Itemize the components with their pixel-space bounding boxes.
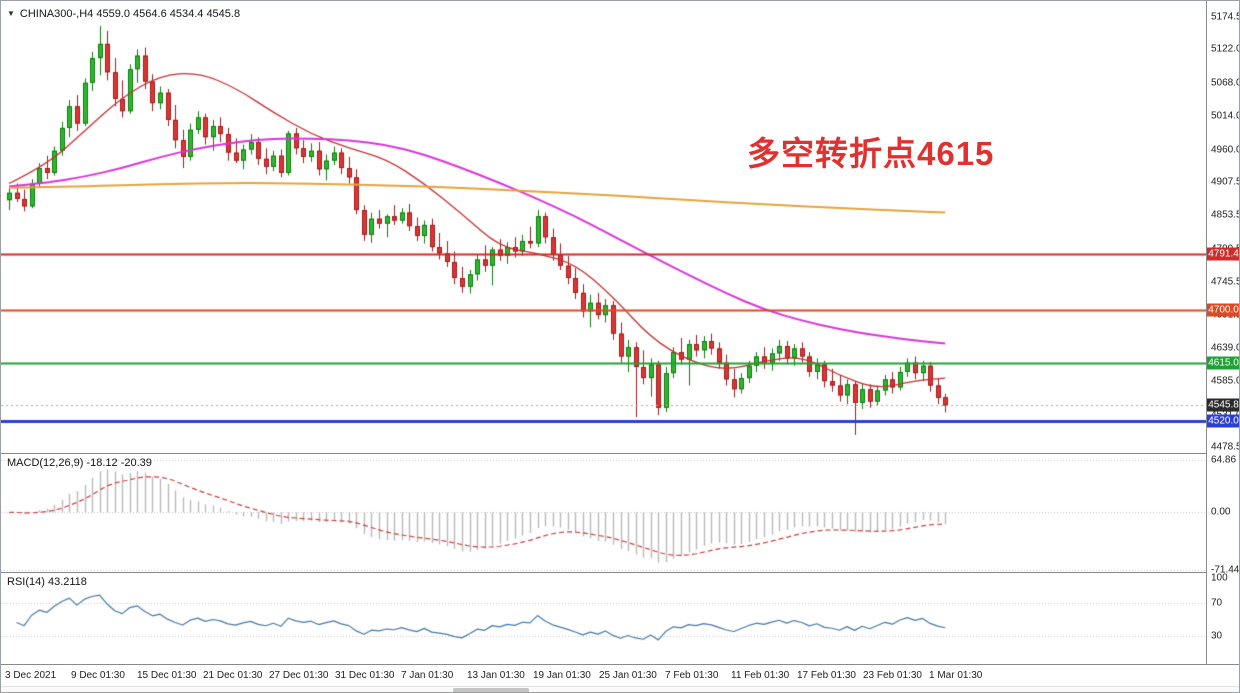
- price-tick-label: 5122.0: [1211, 43, 1240, 55]
- time-axis-label: 21 Dec 01:30: [203, 670, 263, 681]
- time-axis-label: 19 Jan 01:30: [533, 670, 591, 681]
- chart-annotation: 多空转折点4615: [747, 135, 995, 172]
- time-axis-label: 11 Feb 01:30: [731, 670, 790, 681]
- price-tick-label: 5174.5: [1211, 11, 1240, 23]
- price-tick-label: 4531.0: [1211, 409, 1239, 420]
- symbol-ohlc-text: CHINA300-,H4 4559.0 4564.6 4534.4 4545.8: [19, 8, 241, 20]
- price-level-label: 4615.0: [1207, 356, 1239, 370]
- macd-axis-label: 0.00: [1211, 506, 1231, 518]
- time-axis-label: 23 Feb 01:30: [863, 670, 922, 681]
- time-axis-label: 7 Jan 01:30: [401, 670, 454, 681]
- rsi-indicator-title: RSI(14) 43.2118: [7, 576, 87, 588]
- price-tick-label: 4745.5: [1211, 276, 1240, 288]
- time-axis-label: 25 Jan 01:30: [599, 670, 657, 681]
- price-tick-label: 4585.0: [1211, 375, 1240, 387]
- time-axis-label: 7 Feb 01:30: [665, 670, 719, 681]
- time-axis-label: 3 Dec 2021: [5, 670, 57, 681]
- horizontal-scrollbar[interactable]: [1, 686, 1239, 692]
- rsi-panel-resize-handle[interactable]: [1, 572, 1206, 573]
- scrollbar-thumb[interactable]: [453, 688, 529, 692]
- rsi-axis-label: 70: [1211, 597, 1223, 609]
- time-axis-label: 31 Dec 01:30: [335, 670, 395, 681]
- time-axis-label: 17 Feb 01:30: [797, 670, 856, 681]
- macd-axis-label: 64.86: [1211, 454, 1237, 466]
- price-level-label: 4545.8: [1207, 398, 1239, 412]
- time-axis-label: 15 Dec 01:30: [137, 670, 197, 681]
- price-tick-label: 4853.5: [1211, 209, 1240, 221]
- macd-indicator-title: MACD(12,26,9) -18.12 -20.39: [7, 457, 152, 469]
- price-tick-label: 5068.0: [1211, 77, 1240, 89]
- price-level-label: 4520.0: [1207, 414, 1239, 428]
- price-tick-label: 5014.0: [1211, 110, 1240, 122]
- price-tick-label: 4639.0: [1211, 342, 1240, 354]
- price-level-label: 4700.0: [1207, 303, 1239, 317]
- time-axis[interactable]: 3 Dec 2021 9 Dec 01:30 15 Dec 01:30 21 Dec …: [1, 664, 1239, 686]
- chart-canvas[interactable]: [1, 1, 1206, 664]
- rsi-axis-label: 100: [1211, 572, 1228, 584]
- price-tick-label: 4478.5: [1211, 441, 1240, 453]
- macd-panel-resize-handle[interactable]: [1, 453, 1206, 454]
- time-axis-label: 13 Jan 01:30: [467, 670, 525, 681]
- symbol-info: ▼ CHINA300-,H4 4559.0 4564.6 4534.4 4545…: [7, 8, 240, 20]
- price-level-label: 4791.4: [1207, 247, 1239, 261]
- time-axis-label: 27 Dec 01:30: [269, 670, 329, 681]
- rsi-axis-label: 30: [1211, 630, 1223, 642]
- price-tick-label: 4960.0: [1211, 144, 1240, 156]
- time-axis-label: 9 Dec 01:30: [71, 670, 125, 681]
- collapse-arrow-icon[interactable]: ▼: [7, 9, 15, 18]
- price-tick-label: 4907.5: [1211, 176, 1240, 188]
- price-axis[interactable]: 5174.5 5122.0 5068.0 5014.0 4960.0 4907.5 4853…: [1206, 1, 1240, 664]
- macd-axis-label: -71.44: [1211, 564, 1240, 576]
- time-axis-label: 1 Mar 01:30: [929, 670, 983, 681]
